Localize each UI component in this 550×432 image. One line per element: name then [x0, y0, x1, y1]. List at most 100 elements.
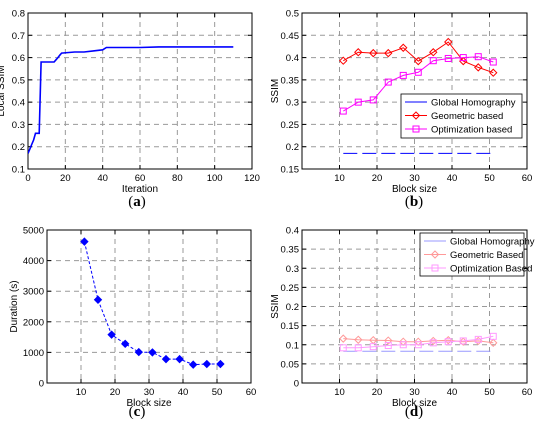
- data-point-diamond: [429, 48, 438, 57]
- data-point-square: [459, 337, 467, 345]
- plot-area: [27, 12, 253, 170]
- x-tick-label: 10: [76, 387, 87, 398]
- data-point-square: [369, 96, 377, 104]
- y-tick-label: 0.1: [12, 165, 25, 176]
- y-tick-label: 0.45: [281, 31, 300, 42]
- data-point-square: [459, 54, 467, 62]
- series-3: [339, 53, 497, 115]
- data-point-diamond: [414, 56, 423, 66]
- series-line: [28, 46, 234, 154]
- panel-caption: (c): [129, 404, 146, 420]
- y-tick-label: 0.5: [286, 9, 299, 20]
- caption-paren-close: ): [141, 194, 146, 210]
- y-tick-label: 0.15: [281, 165, 300, 176]
- x-tick-label: 40: [178, 387, 189, 398]
- data-point-square: [339, 344, 347, 352]
- data-point-square: [399, 71, 407, 79]
- legend: Global Homography Geometric Based Optimiza…: [419, 232, 535, 277]
- x-tick-label: 10: [334, 173, 345, 184]
- legend-label: Optimization based: [431, 125, 512, 136]
- data-point-square: [474, 53, 482, 61]
- data-point-diamond: [216, 359, 225, 369]
- data-point-diamond: [161, 354, 171, 364]
- legend: Global Homography Geometric based Optimiza…: [400, 93, 523, 139]
- x-tick-label: 40: [97, 173, 108, 184]
- legend-marker-diamond: [430, 250, 440, 259]
- data-point-diamond: [148, 348, 157, 357]
- data-point-diamond: [384, 336, 393, 345]
- y-axis-label: SSIM: [270, 294, 281, 318]
- data-point-diamond: [120, 339, 130, 349]
- y-tick-label: 0: [39, 379, 44, 390]
- series-line: [343, 335, 494, 349]
- data-point-square: [384, 78, 392, 86]
- series-2: [339, 37, 498, 77]
- y-tick-label: 0.5: [12, 75, 25, 86]
- caption-letter: d: [410, 404, 419, 420]
- x-tick-label: 30: [409, 173, 420, 184]
- y-tick-label: 0.15: [281, 321, 300, 332]
- data-point-diamond: [399, 43, 408, 52]
- x-axis-label: Block size: [392, 184, 437, 195]
- y-tick-label: 0.1: [286, 340, 299, 351]
- x-tick-label: 80: [172, 173, 183, 184]
- y-tick-label: 0.25: [281, 120, 300, 131]
- data-point-diamond: [188, 360, 198, 369]
- data-point-square: [444, 338, 452, 346]
- y-tick-label: 0.25: [281, 283, 300, 294]
- data-point-square: [444, 54, 452, 62]
- data-point-diamond: [369, 48, 378, 58]
- data-point-square: [354, 344, 362, 352]
- y-tick-label: 0.3: [286, 264, 299, 275]
- chart-panel-a: 0 20 40 60 80 100 120 0.1 0.2 0.3 0.4 0.5 0.6 0.7 0.8 I…: [0, 9, 260, 211]
- x-tick-label: 30: [144, 387, 155, 398]
- data-point-square: [384, 342, 392, 350]
- data-point-square: [414, 68, 422, 76]
- y-tick-label: 2000: [23, 317, 44, 328]
- data-point-diamond: [459, 56, 468, 66]
- x-tick-label: 60: [522, 387, 533, 398]
- y-axis-label: Duration (s): [9, 280, 20, 332]
- data-point-square: [369, 343, 377, 351]
- x-tick-label: 100: [207, 173, 223, 184]
- y-tick-label: 0.6: [12, 53, 25, 64]
- caption-letter: a: [133, 194, 141, 210]
- y-tick-label: 0.4: [286, 53, 299, 64]
- y-tick-label: 0.4: [286, 226, 299, 237]
- x-tick-label: 20: [372, 173, 383, 184]
- caption-paren-open: (: [405, 404, 410, 420]
- series-1: [28, 46, 234, 154]
- x-axis-label: Block size: [126, 398, 171, 409]
- data-point-square: [399, 341, 407, 349]
- data-point-diamond: [107, 330, 116, 339]
- legend-label: Geometric Based: [450, 250, 523, 261]
- legend-label: Global Homography: [450, 237, 535, 248]
- y-tick-label: 0.3: [286, 98, 299, 109]
- caption-paren-open: (: [128, 194, 133, 210]
- x-tick-label: 50: [484, 173, 495, 184]
- series-line: [343, 41, 494, 74]
- data-point-square: [354, 98, 362, 106]
- data-point-diamond: [354, 48, 363, 57]
- y-tick-label: 1000: [23, 348, 44, 359]
- x-tick-label: 40: [447, 173, 458, 184]
- x-axis-label: Iteration: [122, 184, 158, 195]
- data-point-square: [429, 339, 437, 347]
- caption-paren-close: ): [140, 404, 145, 420]
- panel-caption: (b): [405, 194, 423, 210]
- legend-label: Global Homography: [431, 98, 516, 109]
- data-point-diamond: [202, 359, 212, 369]
- data-point-square: [339, 107, 347, 115]
- y-axis-label: Local SSIM: [0, 65, 7, 116]
- data-point-diamond: [354, 335, 363, 344]
- series-line: [343, 56, 494, 112]
- caption-paren-close: ): [418, 194, 423, 210]
- x-tick-label: 60: [522, 173, 533, 184]
- data-point-square: [414, 341, 422, 349]
- y-tick-label: 0.35: [281, 245, 300, 256]
- data-point-square: [429, 57, 437, 65]
- legend-label: Geometric based: [431, 111, 503, 122]
- data-point-diamond: [93, 295, 103, 304]
- data-point-diamond: [339, 56, 348, 65]
- y-tick-label: 0.7: [12, 31, 25, 42]
